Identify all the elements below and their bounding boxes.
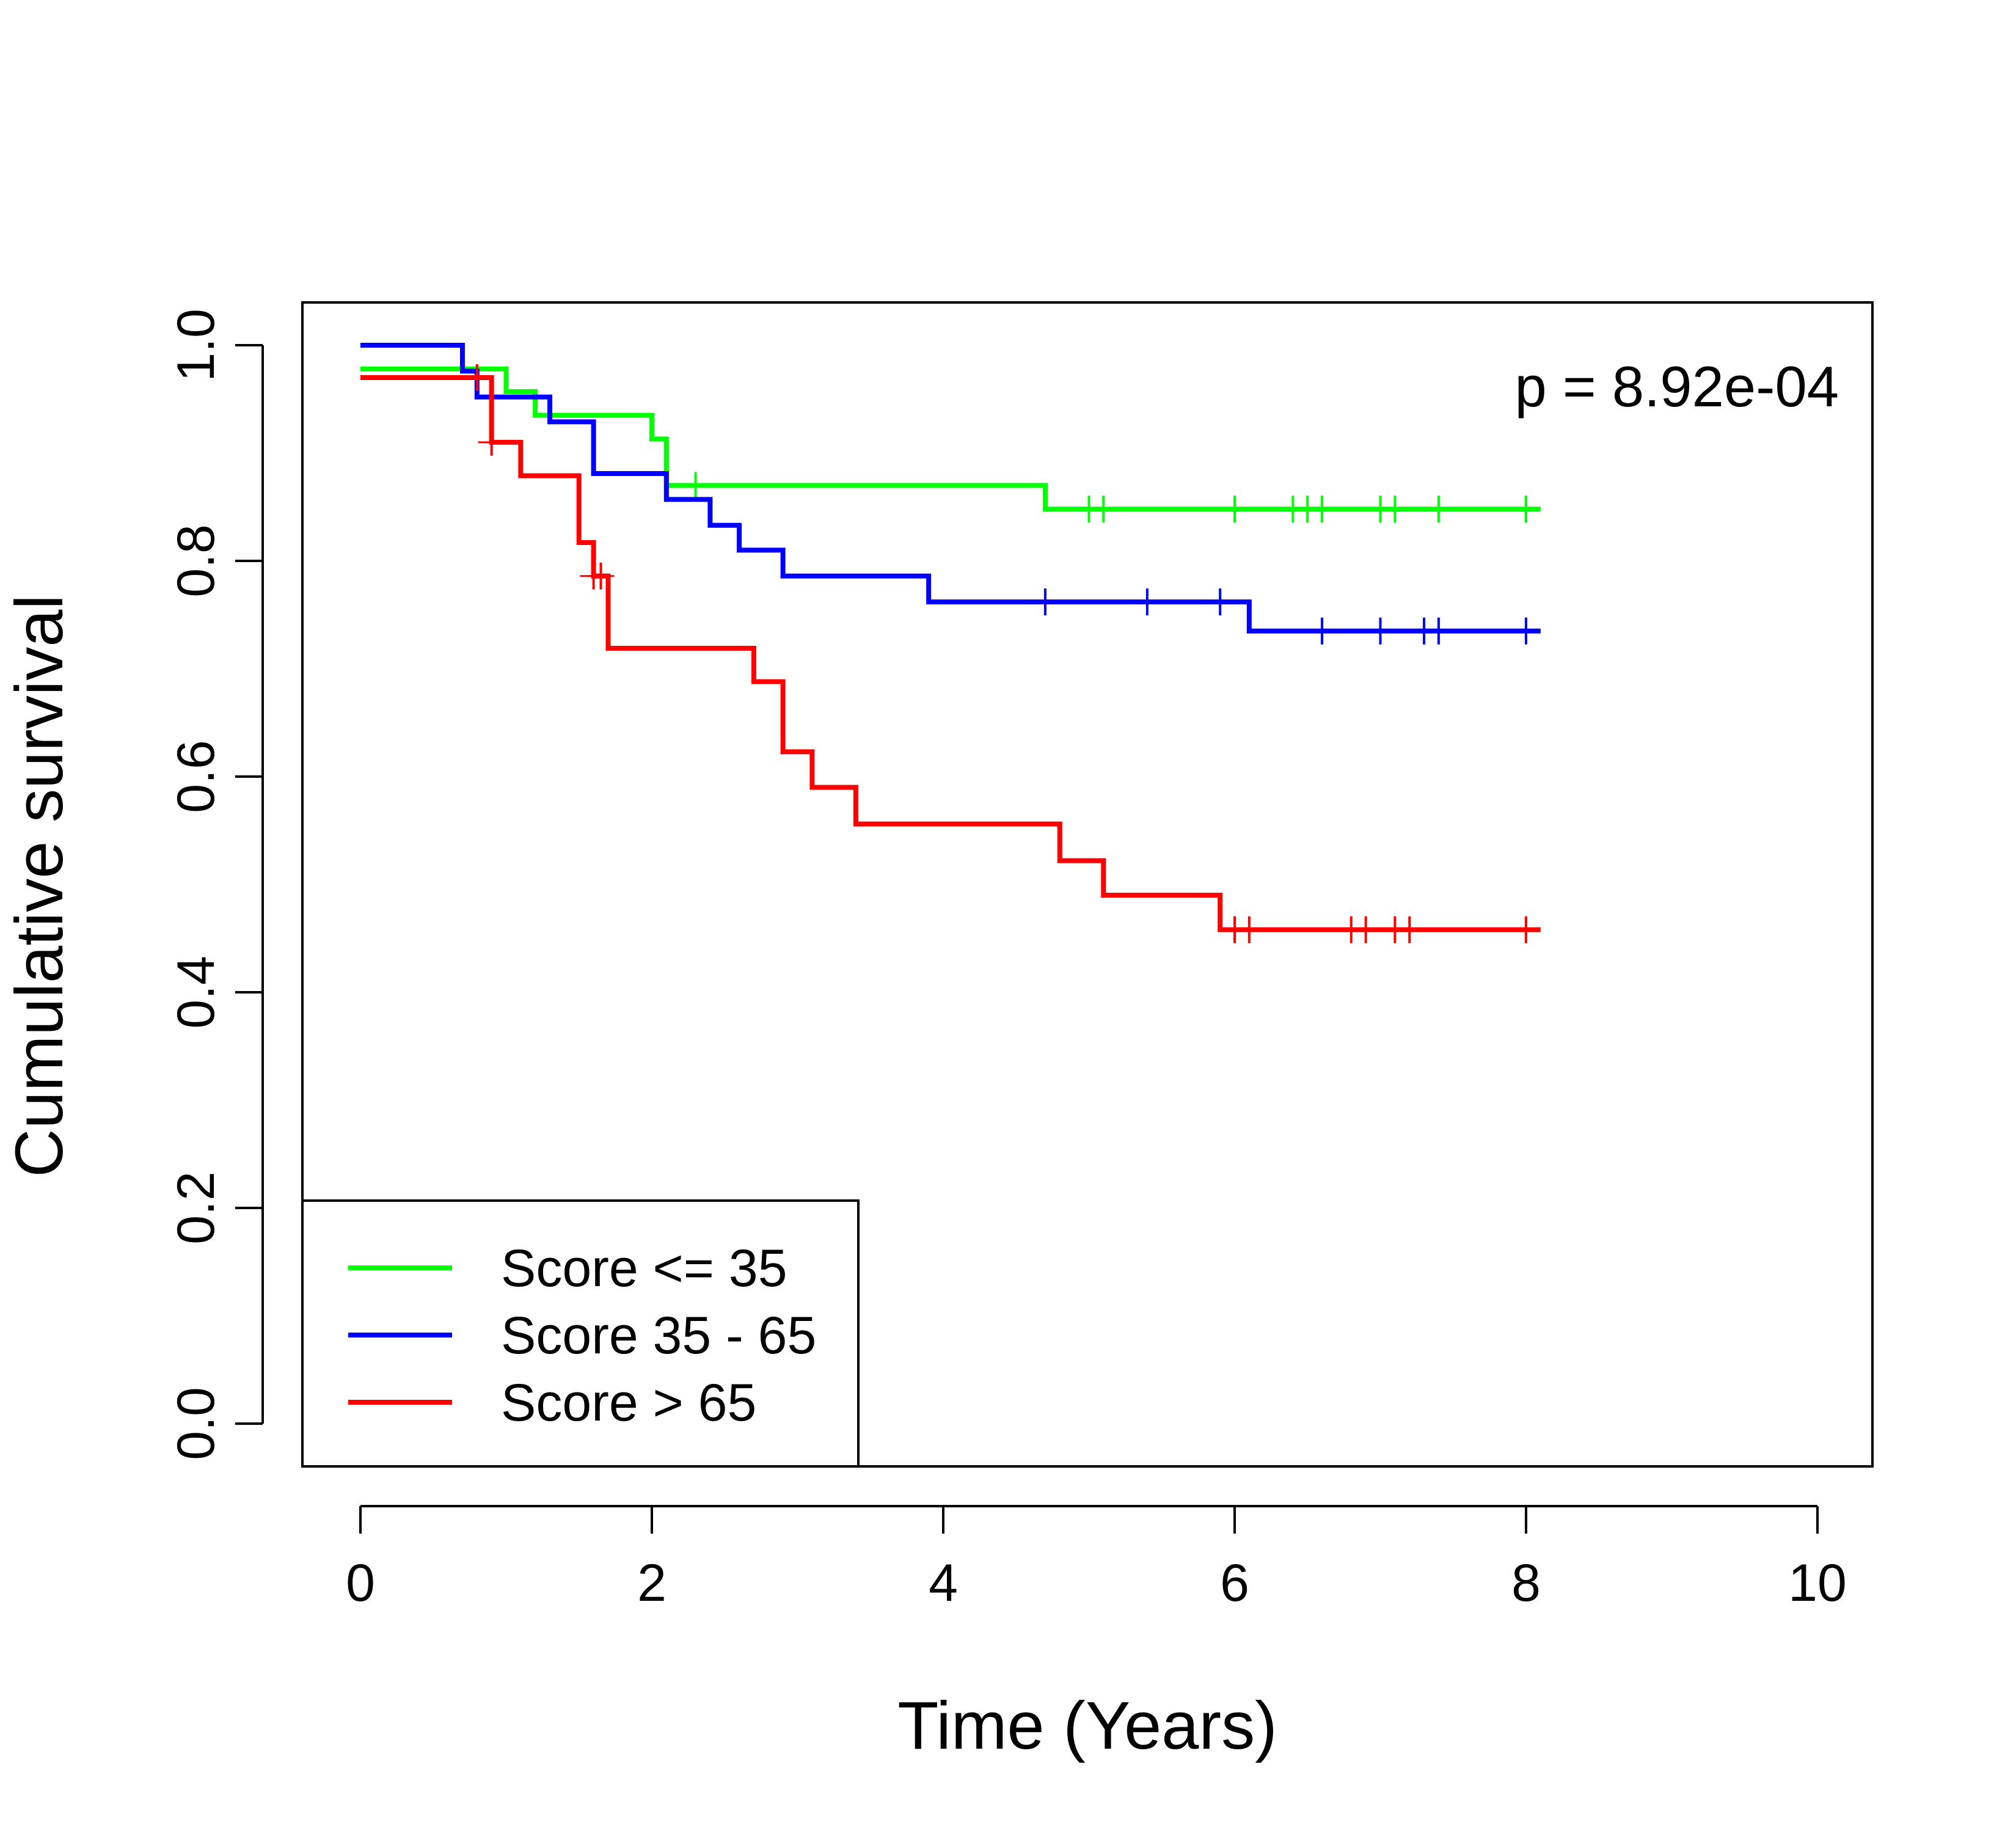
y-axis-title: Cumulative survival xyxy=(2,595,77,1177)
series-3 xyxy=(360,364,1541,943)
x-tick-label: 0 xyxy=(346,1554,375,1612)
y-tick-label: 0.0 xyxy=(167,1387,225,1460)
survival-curve xyxy=(360,366,1541,512)
x-axis: 0 2 4 6 8 10 xyxy=(346,1505,1847,1612)
y-tick-label: 0.6 xyxy=(167,740,225,813)
series-layer xyxy=(360,343,1541,943)
y-tick-label: 0.4 xyxy=(167,956,225,1029)
x-tick-label: 8 xyxy=(1511,1554,1541,1612)
y-axis: 0.0 0.2 0.4 0.6 0.8 1.0 xyxy=(167,309,264,1460)
survival-curve xyxy=(360,343,1541,634)
p-value-annotation: p = 8.92e-04 xyxy=(1515,354,1839,419)
legend-label: Score > 65 xyxy=(501,1374,756,1432)
x-tick-label: 2 xyxy=(637,1554,667,1612)
x-tick-label: 4 xyxy=(929,1554,958,1612)
plot-frame xyxy=(301,301,1874,1468)
series-1 xyxy=(360,366,1541,523)
y-tick-label: 0.8 xyxy=(167,524,225,598)
legend-label: Score <= 35 xyxy=(501,1239,787,1298)
x-axis-title: Time (Years) xyxy=(897,1688,1277,1763)
legend-entries: Score <= 35 Score 35 - 65 Score > 65 xyxy=(348,1239,816,1432)
x-tick-label: 6 xyxy=(1220,1554,1249,1612)
y-tick-label: 0.2 xyxy=(167,1171,225,1245)
x-tick-label: 10 xyxy=(1788,1554,1847,1612)
legend: Score <= 35 Score 35 - 65 Score > 65 xyxy=(301,1199,860,1468)
y-tick-label: 1.0 xyxy=(167,309,225,382)
survival-curve xyxy=(360,375,1541,932)
legend-label: Score 35 - 65 xyxy=(501,1306,816,1365)
